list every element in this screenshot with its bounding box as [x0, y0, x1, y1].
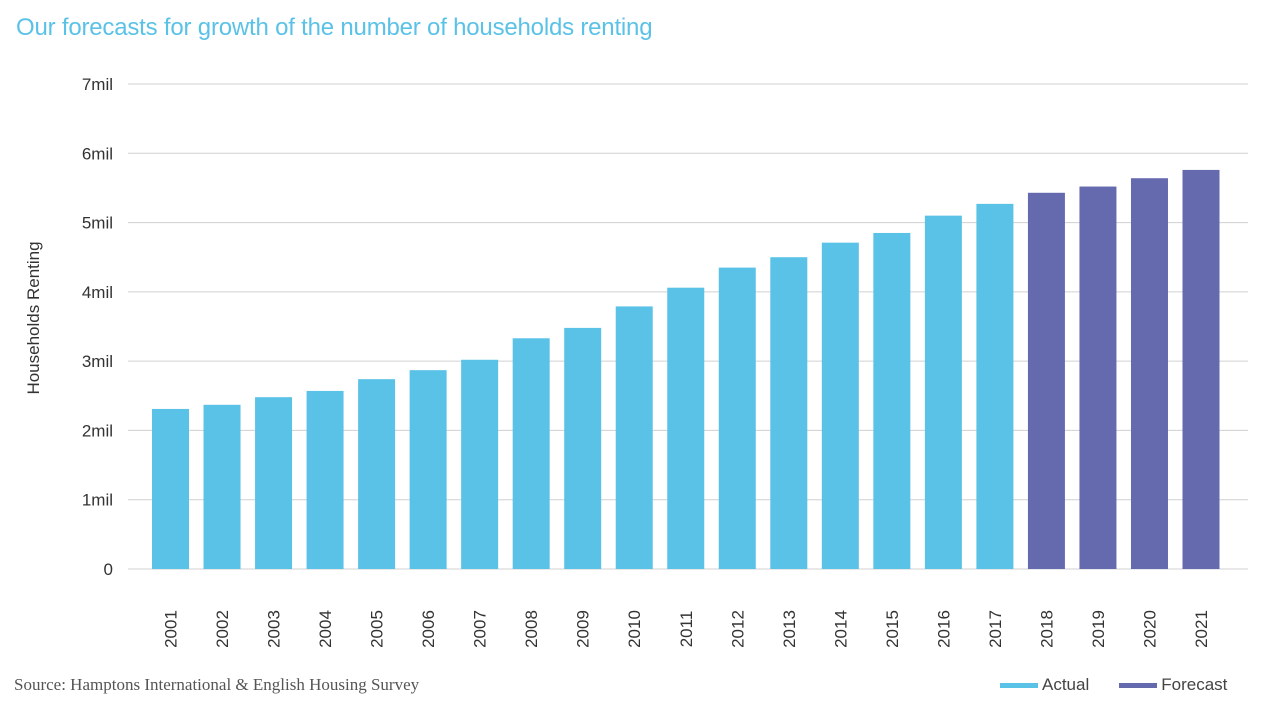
y-tick-label: 1mil: [82, 491, 113, 510]
x-tick-label: 2014: [831, 610, 850, 648]
source-note: Source: Hamptons International & English…: [14, 675, 420, 694]
y-tick-label: 7mil: [82, 75, 113, 94]
bar-forecast-2018: [1027, 192, 1065, 569]
x-tick-label: 2008: [522, 610, 541, 648]
y-tick-label: 2mil: [82, 421, 113, 440]
bar-actual-2001: [152, 408, 189, 569]
y-tick-label: 5mil: [82, 214, 113, 233]
y-axis-ticks: 0 1mil 2mil 3mil 4mil 5mil 6mil 7mil: [82, 75, 113, 579]
bar-actual-2006: [409, 370, 447, 569]
x-tick-label: 2012: [728, 610, 747, 648]
x-tick-label: 2011: [677, 611, 696, 648]
x-tick-label: 2019: [1089, 610, 1108, 648]
bar-actual-2009: [564, 327, 602, 569]
bar-actual-2010: [615, 306, 653, 569]
bar-forecast-2020: [1130, 178, 1168, 569]
x-tick-label: 2005: [368, 610, 387, 648]
legend-swatch-forecast: [1119, 682, 1158, 688]
y-axis-label: Households Renting: [24, 241, 43, 394]
legend-item-actual: Actual: [1000, 675, 1089, 695]
y-tick-label: 3mil: [82, 352, 113, 371]
x-tick-label: 2001: [162, 610, 181, 648]
bar-actual-2012: [718, 267, 756, 569]
bar-actual-2016: [924, 215, 962, 569]
bar-actual-2004: [306, 390, 344, 569]
x-axis-ticks: 2001 2002 2003 2004 2005 2006 2007 2008 2009 2010…: [162, 610, 1212, 648]
bar-actual-2011: [667, 287, 705, 569]
x-tick-label: 2002: [213, 610, 232, 648]
bar-actual-2005: [358, 379, 396, 569]
x-tick-label: 2004: [316, 610, 335, 648]
x-tick-label: 2013: [780, 610, 799, 648]
bar-actual-2008: [512, 338, 550, 569]
chart-title: Our forecasts for growth of the number o…: [16, 14, 653, 41]
bar-actual-2014: [821, 242, 859, 569]
bar-actual-2002: [203, 404, 241, 569]
x-tick-label: 2003: [265, 610, 284, 648]
legend-item-forecast: Forecast: [1119, 675, 1227, 695]
bar-actual-2017: [976, 203, 1014, 569]
y-tick-label: 6mil: [82, 144, 113, 163]
bar-actual-2003: [255, 397, 293, 569]
x-tick-label: 2016: [934, 610, 953, 648]
bars: [152, 169, 1220, 570]
x-tick-label: 2021: [1192, 610, 1211, 648]
legend-swatch-actual: [1000, 682, 1038, 688]
legend-label-forecast: Forecast: [1161, 675, 1228, 694]
x-tick-label: 2007: [471, 610, 490, 648]
x-tick-label: 2010: [625, 610, 644, 648]
x-tick-label: 2009: [574, 610, 593, 648]
x-tick-label: 2006: [419, 610, 438, 648]
x-tick-label: 2015: [883, 610, 902, 648]
x-tick-label: 2017: [986, 610, 1005, 648]
bar-actual-2015: [873, 232, 911, 569]
y-tick-label: 0: [104, 560, 113, 579]
bar-actual-2013: [770, 257, 808, 569]
y-tick-label: 4mil: [82, 283, 113, 302]
x-tick-label: 2020: [1140, 610, 1159, 648]
x-tick-label: 2018: [1037, 610, 1056, 648]
bar-forecast-2021: [1182, 169, 1220, 569]
bar-forecast-2019: [1079, 186, 1117, 570]
bar-actual-2007: [461, 359, 499, 569]
legend-label-actual: Actual: [1042, 675, 1090, 694]
legend: Actual Forecast: [1000, 675, 1257, 695]
